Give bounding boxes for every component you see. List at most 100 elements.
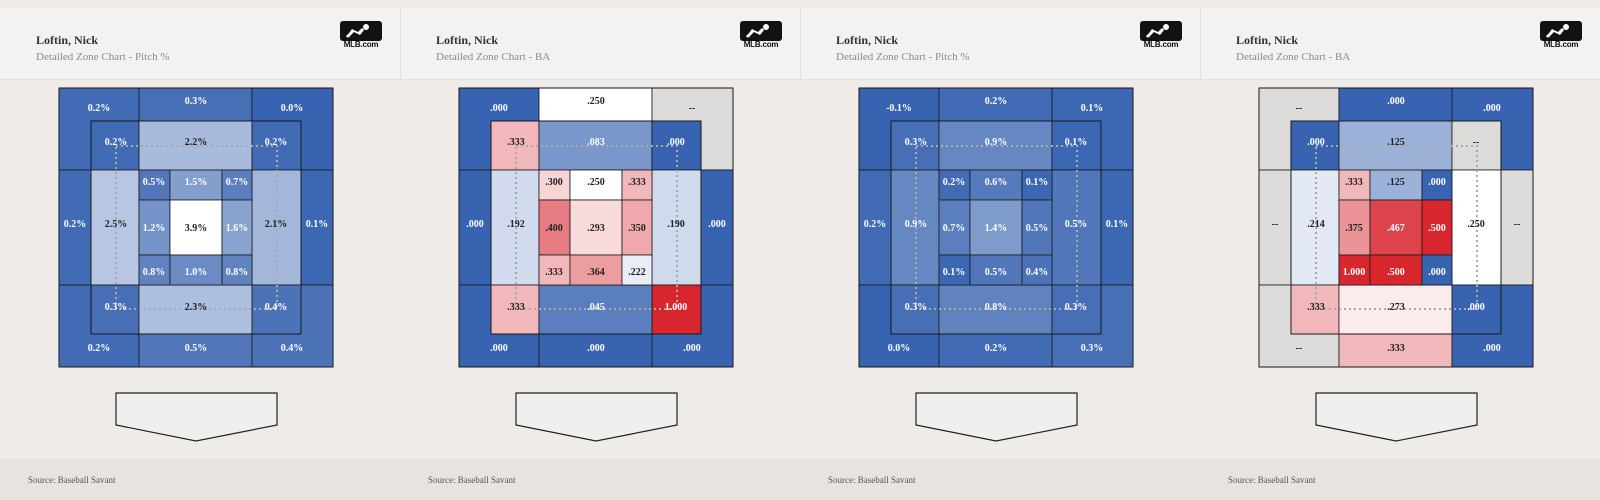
zone-value-label: .333: [628, 177, 646, 188]
strike-zone-guide: [115, 145, 278, 310]
zone-cell-in_tc: [569, 169, 623, 201]
zone-cell-in_tc: [1369, 169, 1423, 201]
zone-value-label: 0.3%: [1081, 343, 1104, 354]
zone-value-label: -0.1%: [886, 103, 912, 114]
zone-value-label: .273: [1387, 302, 1405, 313]
zone-value-label: .000: [1483, 343, 1501, 354]
middle-zone-border: [1290, 120, 1502, 335]
zone-chart-panel: Loftin, Nick Detailed Zone Chart - Pitch …: [0, 0, 400, 500]
home-plate-icon: [1315, 392, 1478, 442]
zone-cell-in_ml: [138, 199, 171, 256]
zone-value-label: .333: [1307, 302, 1325, 313]
mlb-logo-text: MLB.com: [743, 40, 779, 49]
zone-value-label: .500: [1428, 223, 1446, 234]
zone-value-label: .192: [507, 219, 525, 230]
source-note: Source: Baseball Savant: [828, 475, 916, 485]
zone-value-label: 2.5%: [105, 219, 128, 230]
zone-value-label: .000: [667, 137, 685, 148]
zone-value-label: .000: [1428, 177, 1446, 188]
outer-zone-border: [858, 87, 1134, 368]
strike-zone-heatmap: .000 .250 -- .000 .000 .000 .000 .000 .333 .083 .0…: [458, 87, 734, 442]
zone-value-label: .000: [683, 343, 701, 354]
zone-value-label: --: [1296, 343, 1303, 354]
zone-value-label: 1.2%: [143, 223, 166, 234]
source-note: Source: Baseball Savant: [428, 475, 516, 485]
zone-cell-in_br: [221, 254, 253, 286]
zone-value-label: .214: [1307, 219, 1325, 230]
zone-value-label: .333: [507, 302, 525, 313]
zone-value-label: 1.6%: [226, 223, 249, 234]
home-plate-icon: [115, 392, 278, 442]
zone-value-label: 0.0%: [888, 343, 911, 354]
zone-cell-outer_top: [538, 87, 653, 122]
zone-value-label: 2.2%: [185, 137, 208, 148]
zone-cell-mid_br: [251, 284, 302, 335]
player-name: Loftin, Nick: [1236, 33, 1299, 47]
zone-cell-in_c: [1369, 199, 1423, 256]
zone-value-label: .467: [1387, 223, 1405, 234]
panel-footer: [0, 458, 400, 500]
zone-value-label: .000: [1428, 267, 1446, 278]
zone-value-label: .125: [1387, 137, 1405, 148]
panel-footer: [400, 458, 800, 500]
zone-value-label: 0.2%: [88, 343, 111, 354]
zone-value-label: 0.2%: [88, 103, 111, 114]
panel-footer: [800, 458, 1200, 500]
zone-value-label: 0.1%: [943, 267, 966, 278]
zone-value-label: 1.4%: [985, 223, 1008, 234]
zone-chart-panel: Loftin, Nick Detailed Zone Chart - BA MLB.…: [1200, 0, 1600, 500]
strike-zone-heatmap: -0.1% 0.2% 0.1% 0.2% 0.1% 0.0% 0.2% 0.3% 0.3% 0.9…: [858, 87, 1134, 442]
player-name: Loftin, Nick: [836, 33, 899, 47]
zone-value-label: .400: [545, 223, 563, 234]
zone-cell-in_bl: [138, 254, 171, 286]
panel-header: [400, 8, 800, 80]
zone-value-label: 0.3%: [905, 137, 928, 148]
zone-cell-in_tl: [1338, 169, 1371, 201]
outer-zone-border: [1258, 87, 1534, 368]
player-name: Loftin, Nick: [36, 33, 99, 47]
panel-divider: [400, 8, 401, 79]
zone-value-label: --: [1514, 219, 1521, 230]
home-plate-icon: [915, 392, 1078, 442]
chart-title: Detailed Zone Chart - Pitch %: [836, 51, 970, 63]
zone-cell-in_c: [969, 199, 1023, 256]
zone-cell-in_br: [621, 254, 653, 286]
zone-cell-in_br: [1021, 254, 1053, 286]
zone-cell-in_bc: [969, 254, 1023, 286]
strike-zone-guide: [1315, 145, 1478, 310]
zone-value-label: .333: [1387, 343, 1405, 354]
zone-cell-outer_right: [700, 169, 734, 286]
zone-value-label: .250: [587, 177, 605, 188]
zone-value-label: 0.3%: [185, 96, 208, 107]
zone-value-label: 2.3%: [185, 302, 208, 313]
middle-zone-border: [90, 120, 302, 335]
zone-value-label: 1.000: [665, 302, 688, 313]
home-plate-icon: [515, 392, 678, 442]
panel-divider: [1200, 8, 1201, 79]
zone-value-label: 1.5%: [185, 177, 208, 188]
zone-value-label: 0.2%: [943, 177, 966, 188]
zone-value-label: 0.1%: [1026, 177, 1049, 188]
mlb-logo-icon: MLB.com: [1540, 21, 1582, 51]
zone-value-label: 0.3%: [905, 302, 928, 313]
zone-value-label: .000: [490, 103, 508, 114]
zone-value-label: 0.5%: [143, 177, 166, 188]
zone-cell-in_ml: [538, 199, 571, 256]
zone-value-label: 0.6%: [985, 177, 1008, 188]
zone-cell-in_bc: [569, 254, 623, 286]
zone-value-label: .000: [587, 343, 605, 354]
zone-value-label: .045: [587, 302, 605, 313]
chart-title: Detailed Zone Chart - Pitch %: [36, 51, 170, 63]
zone-value-label: .000: [1307, 137, 1325, 148]
zone-value-label: --: [1296, 103, 1303, 114]
mlb-logo-icon: MLB.com: [340, 21, 382, 51]
zone-value-label: 0.5%: [1065, 219, 1088, 230]
zone-value-label: .190: [667, 219, 685, 230]
mlb-logo-text: MLB.com: [1143, 40, 1179, 49]
zone-value-label: 0.1%: [1065, 137, 1088, 148]
zone-value-label: 3.9%: [185, 223, 208, 234]
zone-value-label: 0.8%: [143, 267, 166, 278]
zone-value-label: 0.2%: [985, 343, 1008, 354]
zone-value-label: 0.3%: [105, 302, 128, 313]
source-note: Source: Baseball Savant: [1228, 475, 1316, 485]
